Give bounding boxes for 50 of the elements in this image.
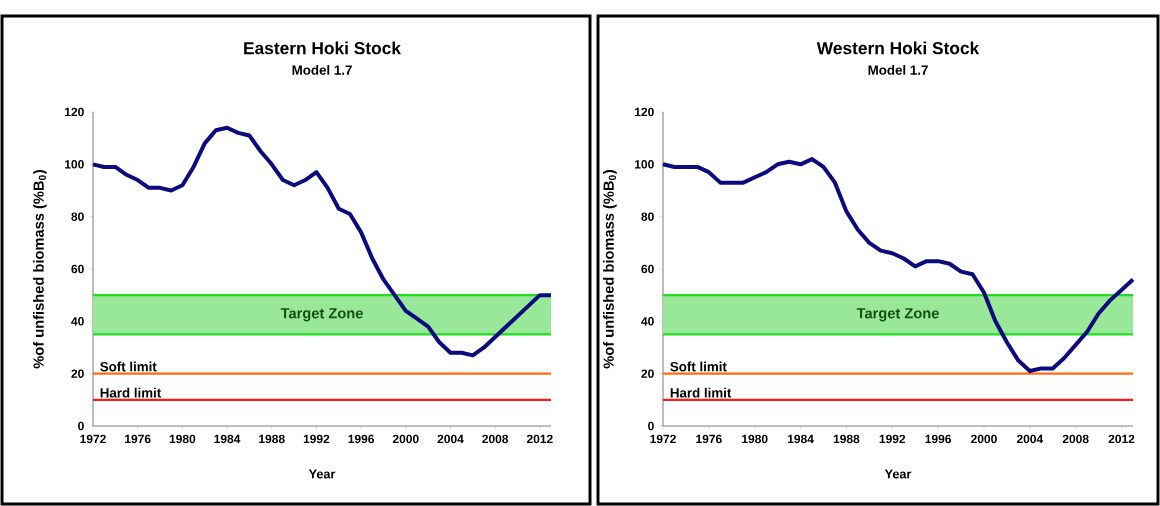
x-axis-title: Year: [308, 469, 336, 479]
ref-line-label: Hard limit: [100, 387, 162, 398]
y-axis-title: %of unfished biomass (%B$_{0}$): [33, 169, 47, 369]
y-tick-label: 80: [641, 212, 654, 221]
chart-title: Eastern Hoki Stock: [244, 41, 401, 55]
y-tick-label: 40: [71, 317, 84, 326]
x-tick-label: 2000: [971, 434, 997, 444]
y-tick-label: 0: [648, 421, 654, 431]
ref-line-label: Soft limit: [670, 361, 727, 372]
x-tick-label: 2008: [1062, 434, 1089, 444]
x-tick-label: 2012: [526, 434, 553, 444]
x-tick-label: 2000: [392, 434, 419, 444]
x-tick-label: 1984: [214, 434, 241, 444]
x-tick-label: 1996: [925, 434, 952, 444]
x-tick-label: 2008: [482, 434, 509, 444]
y-tick-label: 100: [635, 160, 654, 169]
y-tick-label: 20: [71, 369, 84, 378]
band-label: Target Zone: [856, 308, 939, 322]
y-tick-label: 40: [641, 317, 654, 326]
y-tick-label: 80: [71, 212, 84, 221]
chart-title: Western Hoki Stock: [816, 41, 980, 55]
x-tick-label: 1992: [879, 434, 906, 444]
x-tick-label: 1988: [833, 434, 860, 444]
x-tick-label: 1992: [303, 434, 330, 444]
x-axis-title: Year: [884, 469, 912, 479]
y-tick-label: 60: [641, 264, 654, 274]
x-tick-label: 1976: [125, 434, 151, 444]
x-tick-label: 2012: [1108, 434, 1135, 444]
ref-line-label: Hard limit: [670, 387, 732, 398]
x-tick-label: 1980: [169, 434, 196, 444]
x-tick-label: 1988: [259, 434, 285, 444]
x-tick-label: 1980: [742, 434, 768, 444]
x-tick-label: 2004: [437, 434, 464, 444]
chart-subtitle: Model 1.7: [292, 65, 352, 75]
ref-line-label: Soft limit: [100, 361, 157, 372]
x-tick-label: 1984: [787, 434, 814, 444]
x-tick-label: 2004: [1016, 434, 1044, 444]
y-tick-label: 100: [65, 160, 84, 169]
y-axis-title: %of unfished biomass (%B$_{0}$): [603, 169, 617, 369]
y-tick-label: 60: [71, 264, 84, 274]
x-tick-label: 1972: [650, 434, 676, 444]
band-label: Target Zone: [280, 308, 363, 322]
y-tick-label: 20: [641, 369, 654, 378]
x-tick-label: 1976: [696, 434, 722, 444]
x-tick-label: 1996: [348, 434, 375, 444]
chart-subtitle: Model 1.7: [868, 65, 928, 75]
x-tick-label: 1972: [80, 434, 106, 444]
y-tick-label: 120: [65, 107, 84, 117]
y-tick-label: 120: [635, 107, 654, 117]
y-tick-label: 0: [78, 421, 84, 431]
